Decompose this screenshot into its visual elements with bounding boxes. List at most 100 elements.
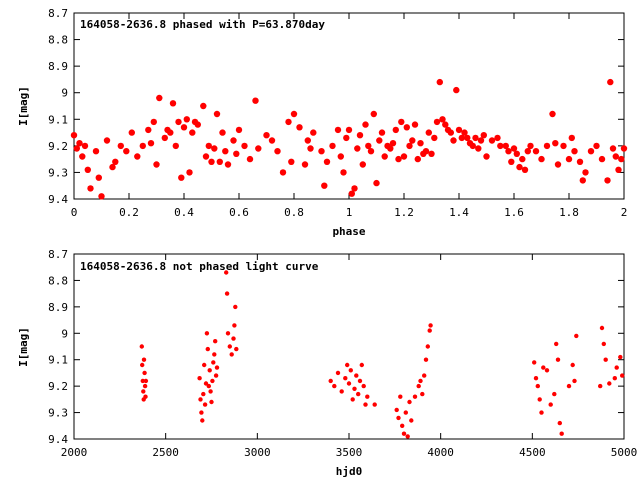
data-point: [232, 323, 237, 328]
data-point: [112, 158, 119, 165]
data-point: [216, 158, 223, 165]
data-point: [418, 378, 423, 384]
data-point: [356, 132, 364, 139]
unphased-data-points: [139, 270, 625, 439]
data-point: [572, 378, 577, 384]
data-point: [458, 134, 465, 142]
data-point: [197, 376, 202, 381]
data-point: [620, 373, 625, 378]
data-point: [409, 418, 414, 423]
data-point: [252, 97, 259, 104]
data-point: [123, 148, 130, 155]
data-point: [378, 129, 386, 136]
data-point: [401, 431, 407, 436]
data-point: [535, 383, 540, 389]
data-point: [205, 142, 212, 150]
data-point: [208, 389, 213, 394]
data-point: [607, 381, 612, 386]
data-point: [175, 118, 182, 126]
data-point: [301, 161, 309, 168]
data-point: [209, 399, 214, 405]
data-point: [425, 344, 430, 349]
data-point: [593, 142, 600, 150]
data-point: [233, 150, 240, 157]
data-point: [428, 150, 435, 157]
x-tick-label: 1: [346, 206, 353, 219]
data-point: [409, 137, 416, 144]
data-point: [128, 129, 135, 136]
data-point: [143, 378, 149, 384]
data-point: [455, 126, 463, 134]
data-point: [357, 378, 363, 384]
phased-plot-title: 164058-2636.8 phased with P=63.870day: [80, 18, 325, 31]
data-point: [552, 140, 559, 147]
data-point: [73, 145, 81, 152]
y-tick-label: 9.3: [48, 166, 68, 179]
data-point: [620, 145, 628, 152]
data-point: [346, 381, 352, 386]
x-tick-label: 2000: [61, 446, 88, 459]
data-point: [398, 118, 405, 126]
data-point: [343, 376, 348, 381]
data-point: [497, 142, 504, 150]
data-point: [169, 100, 177, 107]
data-point: [604, 177, 611, 184]
data-point: [140, 378, 145, 384]
data-point: [198, 397, 203, 402]
data-point: [568, 134, 575, 142]
data-point: [612, 376, 617, 381]
phased-y-ticks: 8.7 8.8 8.9 9 9.1 9.2 9.3 9.4: [48, 7, 624, 206]
y-tick-label: 9.2: [48, 380, 68, 393]
unphased-plot-panel: 8.7 8.8 8.9 9 9.1 9.2 9.3 9.4 2000 2500 3000 3500 4…: [17, 248, 637, 478]
y-tick-label: 9.1: [48, 354, 68, 367]
data-point: [376, 137, 383, 144]
data-point: [436, 78, 443, 86]
data-point: [214, 365, 220, 370]
data-point: [246, 155, 254, 163]
data-point: [533, 376, 539, 381]
data-point: [84, 166, 92, 173]
data-point: [142, 370, 147, 376]
data-point: [296, 124, 303, 131]
data-point: [213, 373, 219, 378]
data-point: [274, 148, 281, 155]
data-point: [141, 357, 147, 362]
data-point: [571, 148, 578, 155]
data-point: [134, 153, 141, 160]
data-point: [554, 161, 562, 168]
data-point: [161, 134, 168, 142]
data-point: [339, 389, 344, 394]
data-point: [348, 190, 355, 197]
x-tick-label: 5000: [611, 446, 638, 459]
data-point: [372, 402, 377, 407]
data-point: [227, 344, 232, 349]
data-point: [225, 331, 231, 336]
data-point: [483, 153, 490, 160]
x-tick-label: 4000: [427, 446, 454, 459]
phased-x-ticks: 0 0.2 0.4 0.6 0.8 1 1.2 1.4 1.6 1.8 2: [71, 13, 627, 219]
y-tick-label: 8.9: [48, 301, 68, 314]
data-point: [186, 169, 193, 176]
data-point: [607, 78, 614, 86]
data-point: [117, 142, 125, 150]
data-point: [348, 368, 353, 373]
data-point: [599, 325, 605, 331]
data-point: [361, 383, 366, 389]
data-point: [422, 373, 427, 378]
data-point: [362, 121, 369, 128]
data-point: [519, 155, 526, 163]
data-point: [472, 134, 479, 142]
data-point: [373, 179, 380, 187]
data-point: [139, 142, 146, 150]
data-point: [356, 391, 361, 397]
data-point: [543, 142, 551, 150]
data-point: [554, 341, 559, 347]
data-point: [213, 339, 218, 344]
data-point: [263, 132, 270, 139]
x-tick-label: 1.4: [449, 206, 469, 219]
data-point: [461, 129, 468, 136]
data-point: [255, 145, 262, 152]
data-point: [340, 169, 347, 176]
data-point: [142, 383, 148, 389]
